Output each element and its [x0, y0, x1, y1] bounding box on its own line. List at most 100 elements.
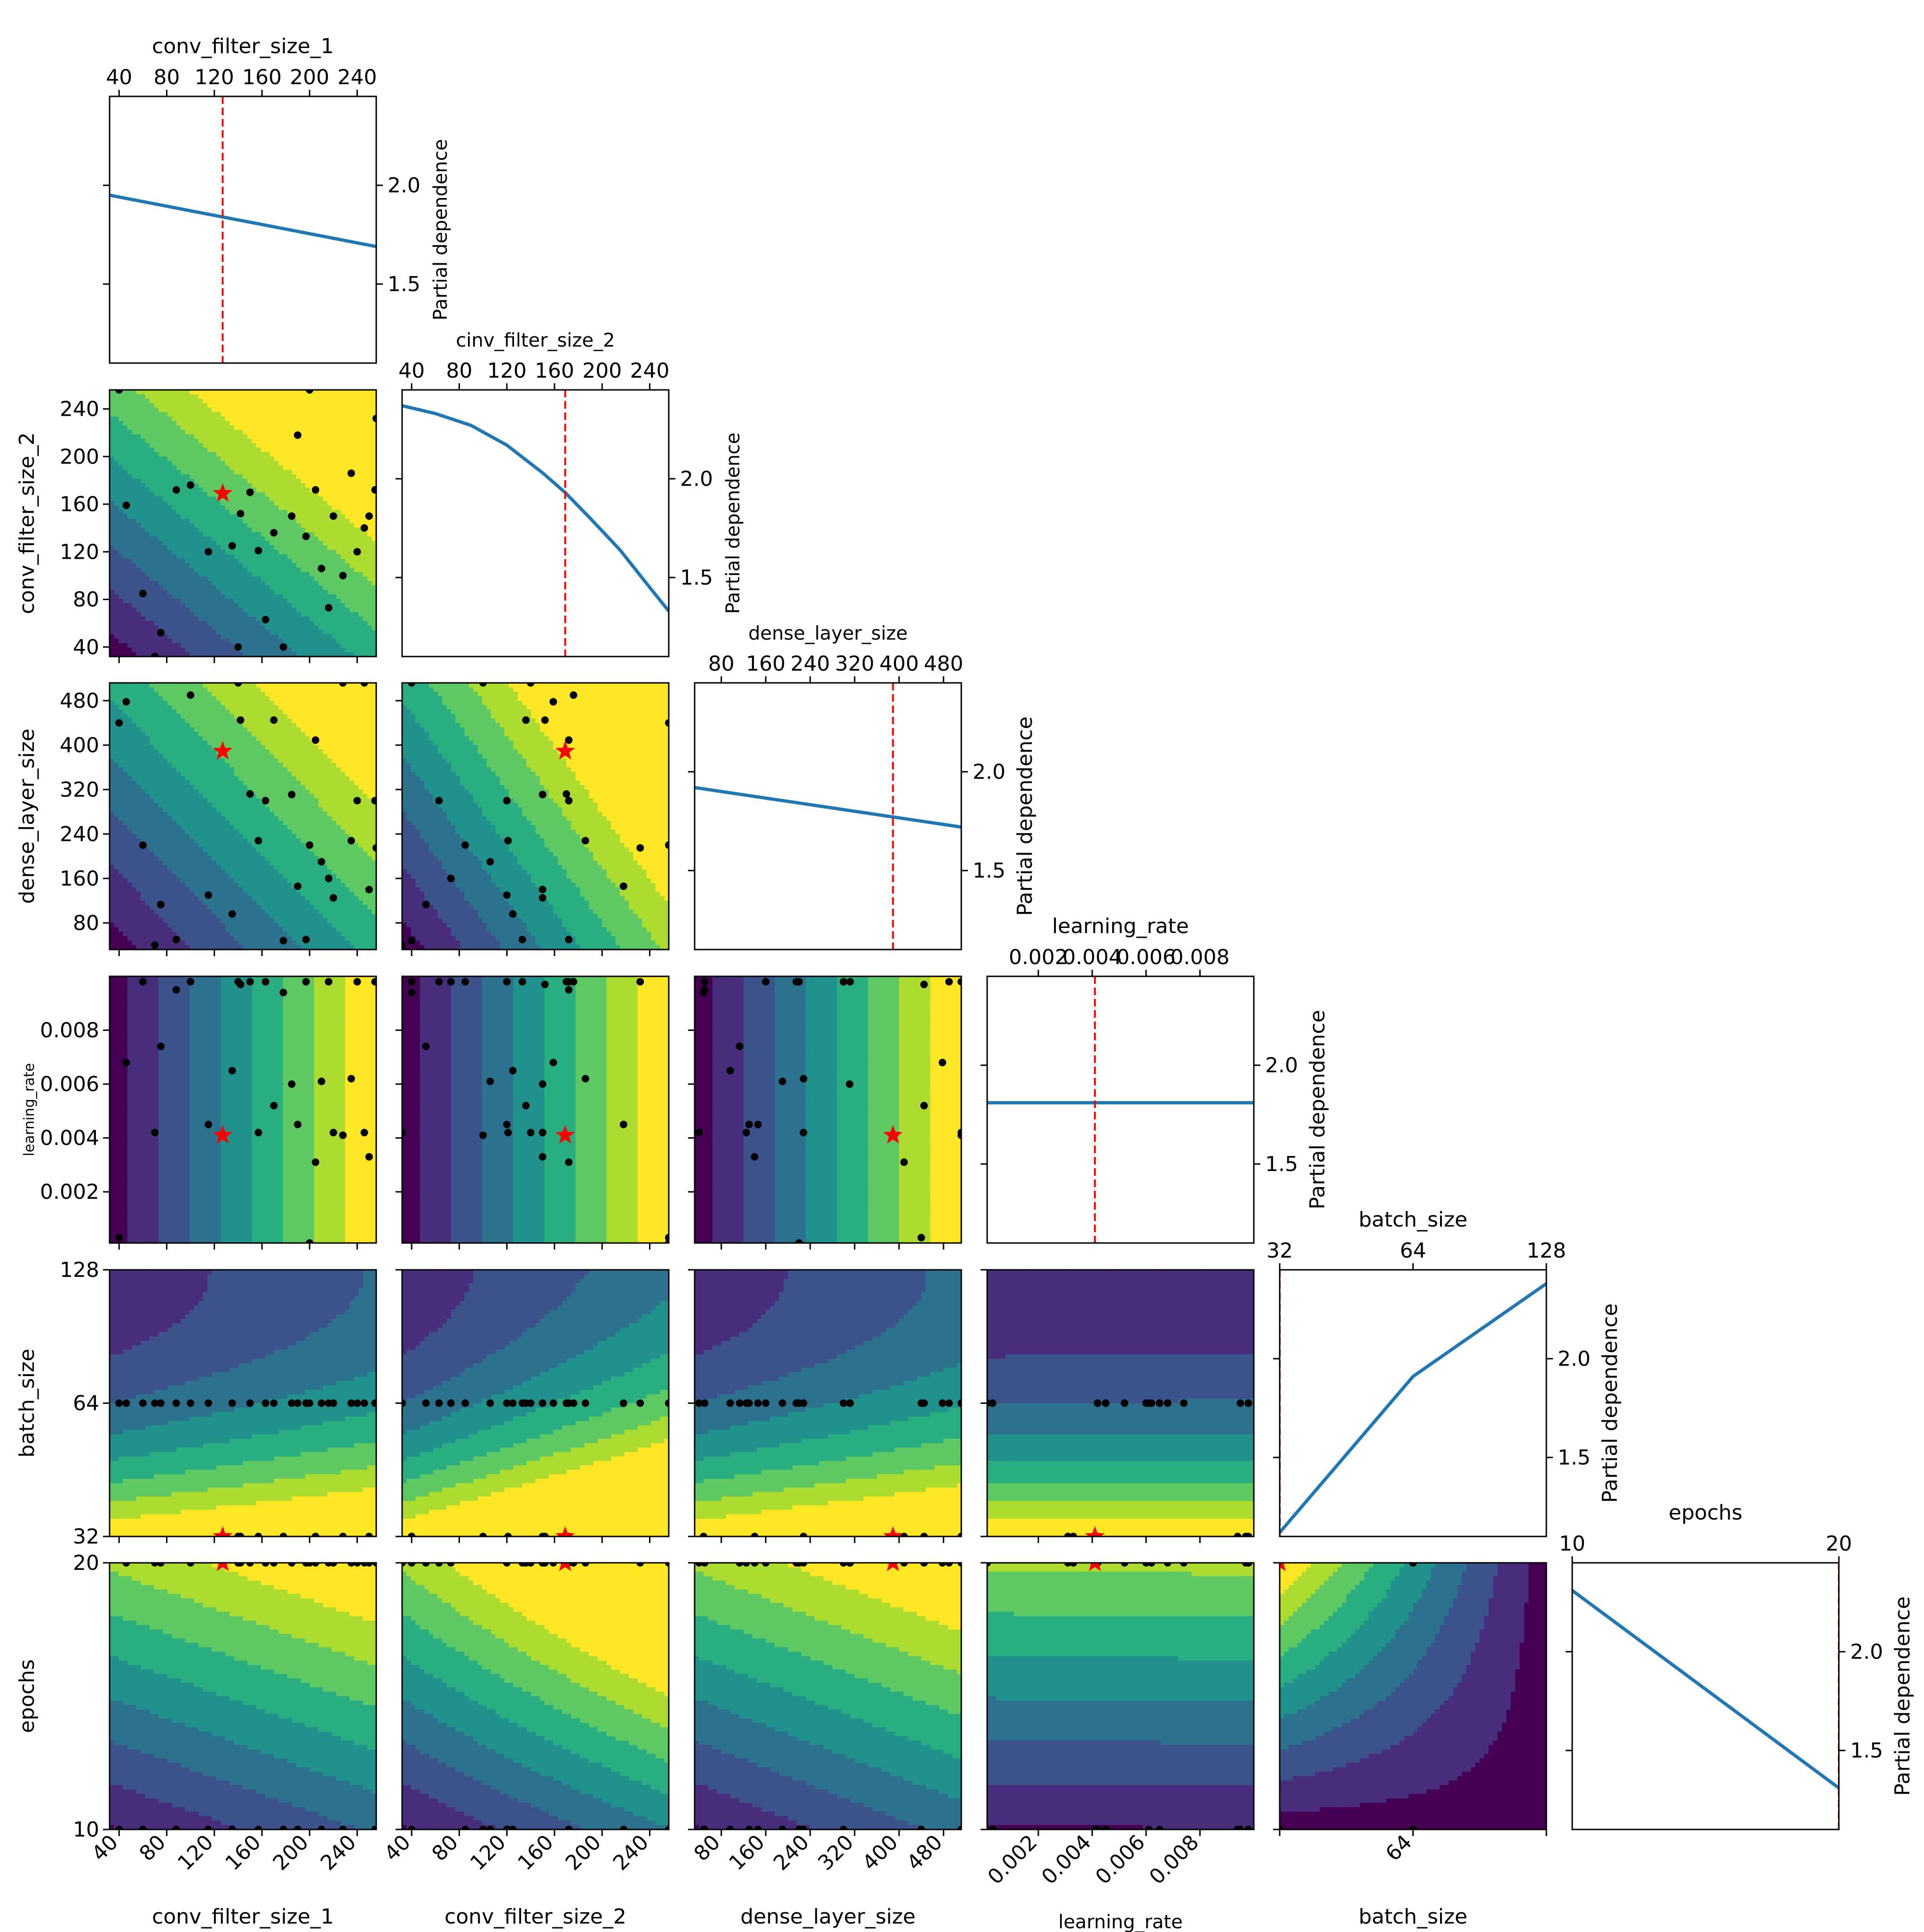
contour-cell	[349, 496, 355, 501]
contour-cell	[110, 621, 115, 626]
contour-cell	[163, 590, 168, 595]
contour-cell	[305, 474, 310, 479]
contour-cell	[332, 616, 337, 621]
contour-cell	[194, 496, 199, 501]
contour-cell	[292, 474, 297, 479]
contour-cell	[132, 776, 137, 781]
contour-cell	[163, 550, 168, 555]
contour-cell	[207, 461, 212, 466]
contour-cell	[323, 652, 328, 657]
contour-cell	[292, 599, 297, 604]
contour-cell	[198, 465, 204, 470]
contour-cell	[372, 740, 376, 745]
contour-cell	[301, 736, 306, 741]
contour-cell	[292, 621, 297, 626]
contour-cell	[367, 394, 372, 399]
contour-cell	[207, 425, 212, 430]
contour-cell	[336, 616, 341, 621]
contour-cell	[167, 394, 172, 399]
contour-cell	[127, 568, 132, 573]
contour-cell	[150, 621, 155, 626]
contour-cell	[150, 603, 155, 608]
contour-cell	[354, 501, 359, 506]
contour-cell	[141, 608, 146, 613]
contour-cell	[194, 687, 199, 692]
contour-cell	[203, 559, 208, 564]
contour-cell	[256, 434, 261, 439]
contour-cell	[172, 700, 177, 705]
contour-cell	[141, 425, 146, 430]
contour-cell	[269, 648, 275, 653]
contour-cell	[150, 412, 155, 417]
contour-cell	[296, 412, 301, 417]
contour-cell	[230, 510, 235, 515]
contour-cell	[163, 616, 168, 621]
contour-cell	[163, 461, 168, 466]
contour-cell	[261, 736, 266, 741]
contour-cell	[296, 705, 301, 710]
contour-cell	[203, 403, 208, 408]
contour-cell	[163, 772, 168, 777]
contour-cell	[314, 541, 319, 546]
contour-cell	[123, 421, 128, 426]
contour-cell	[167, 630, 172, 635]
contour-cell	[198, 643, 204, 648]
contour-cell	[230, 398, 235, 404]
contour-cell	[243, 594, 248, 599]
contour-cell	[340, 639, 346, 644]
contour-cell	[261, 648, 266, 653]
contour-cell	[123, 754, 128, 759]
contour-cell	[212, 639, 217, 644]
contour-cell	[136, 652, 141, 657]
contour-cell	[163, 394, 168, 399]
contour-cell	[296, 639, 301, 644]
contour-cell	[110, 603, 115, 608]
contour-cell	[349, 767, 355, 772]
contour-cell	[181, 776, 186, 781]
contour-cell	[194, 603, 199, 608]
sample-point	[311, 486, 319, 494]
contour-cell	[110, 563, 115, 568]
contour-cell	[340, 527, 346, 532]
contour-cell	[221, 634, 226, 639]
contour-cell	[309, 532, 315, 537]
contour-cell	[278, 731, 284, 736]
contour-cell	[274, 456, 279, 461]
contour-cell	[163, 740, 168, 745]
contour-cell	[327, 545, 333, 550]
contour-cell	[230, 514, 235, 519]
contour-cell	[345, 572, 350, 577]
contour-cell	[336, 581, 341, 586]
contour-cell	[118, 594, 123, 599]
contour-cell	[221, 718, 226, 723]
contour-cell	[110, 767, 115, 772]
contour-cell	[256, 452, 261, 457]
contour-cell	[238, 767, 244, 772]
contour-cell	[198, 700, 204, 705]
contour-cell	[127, 709, 132, 714]
contour-cell	[305, 594, 310, 599]
contour-cell	[154, 639, 159, 644]
contour-cell	[252, 496, 257, 501]
contour-cell	[234, 691, 239, 697]
contour-cell	[252, 608, 257, 613]
contour-cell	[261, 714, 266, 719]
contour-cell	[216, 541, 221, 546]
contour-cell	[216, 479, 221, 484]
contour-cell	[150, 731, 155, 736]
contour-cell	[265, 461, 270, 466]
contour-cell	[296, 470, 301, 475]
contour-cell	[332, 510, 337, 515]
contour-cell	[323, 590, 328, 595]
contour-cell	[372, 625, 376, 630]
contour-cell	[247, 599, 252, 604]
contour-cell	[340, 523, 346, 528]
contour-cell	[336, 479, 341, 484]
contour-cell	[318, 731, 324, 736]
contour-cell	[292, 630, 297, 635]
contour-cell	[181, 559, 186, 564]
contour-cell	[243, 563, 248, 568]
contour-cell	[190, 541, 195, 546]
contour-cell	[292, 398, 297, 404]
contour-cell	[301, 492, 306, 497]
